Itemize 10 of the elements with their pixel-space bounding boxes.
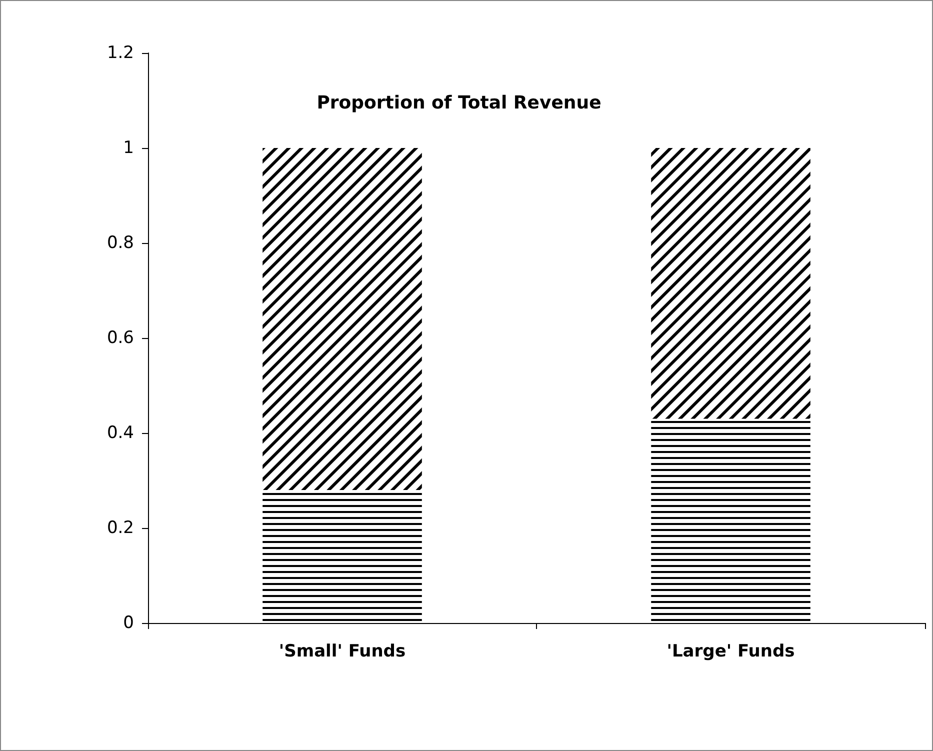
text: Proportion of Total Revenue [316,92,602,114]
y-tick-label: 0 [123,613,134,633]
x-tick-label: 'Small' Funds [278,642,406,662]
y-tick-label: 1.2 [106,43,134,63]
y-tick-label: 0.8 [106,233,134,253]
y-tick-label: 0.2 [106,518,134,538]
y-tick-label: 0.6 [106,328,134,348]
x-tick-label: 'Large' Funds [666,642,795,662]
y-tick-label: 1 [123,138,134,158]
y-tick-label: 0.4 [106,423,134,443]
